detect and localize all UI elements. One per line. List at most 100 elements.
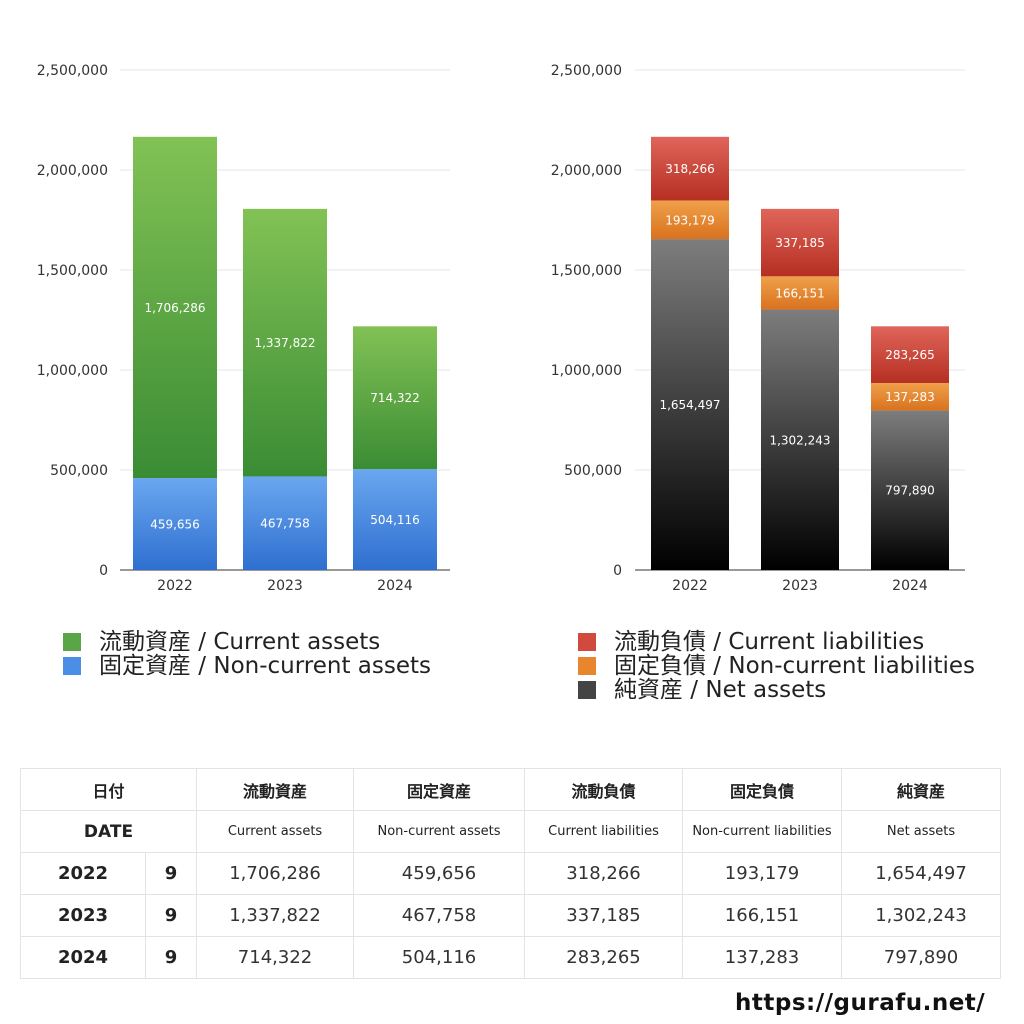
row-month: 9: [144, 894, 198, 937]
bar-segment: [871, 326, 949, 383]
y-tick-label: 2,000,000: [551, 163, 622, 179]
cell-non-current-liabilities: 193,179: [682, 852, 843, 895]
data-label: 337,185: [775, 236, 825, 250]
row-month: 9: [144, 852, 198, 895]
table-header-row-jp: 日付 流動資産 固定資産 流動負債 固定負債 純資産: [19, 768, 1002, 811]
data-label: 166,151: [775, 286, 825, 300]
header-non-current-liabilities-en: Non-current liabilities: [682, 810, 843, 853]
header-current-liabilities-jp: 流動負債: [524, 768, 684, 811]
header-current-liabilities-en: Current liabilities: [524, 810, 684, 853]
cell-non-current-assets: 459,656: [353, 852, 526, 895]
bar-segment: [651, 136, 729, 201]
header-date-jp: 日付: [19, 768, 198, 811]
x-tick-label: 2022: [157, 578, 193, 594]
data-label: 1,337,822: [254, 336, 315, 350]
cell-non-current-assets: 467,758: [353, 894, 526, 937]
header-net-assets-jp: 純資産: [841, 768, 1002, 811]
legend-swatch: [63, 633, 81, 651]
legend-assets: 流動資産 / Current assets 固定資産 / Non-current…: [63, 630, 431, 678]
y-tick-label: 1,500,000: [551, 263, 622, 279]
y-tick-label: 500,000: [50, 463, 108, 479]
cell-non-current-assets: 504,116: [353, 936, 526, 979]
cell-net-assets: 1,654,497: [841, 852, 1002, 895]
table-row: 2023 9 1,337,822 467,758 337,185 166,151…: [20, 894, 1002, 937]
header-current-assets-en: Current assets: [196, 810, 355, 853]
bar-segment: [133, 136, 217, 479]
legend-item-net-assets: 純資産 / Net assets: [578, 678, 975, 702]
header-non-current-assets-en: Non-current assets: [353, 810, 526, 853]
header-net-assets-en: Net assets: [841, 810, 1002, 853]
bar-segment: [651, 239, 729, 571]
header-current-assets-jp: 流動資産: [196, 768, 355, 811]
y-tick-label: 2,500,000: [551, 63, 622, 79]
y-tick-label: 500,000: [564, 463, 622, 479]
bar-segment: [353, 469, 437, 570]
cell-current-liabilities: 337,185: [524, 894, 684, 937]
cell-net-assets: 1,302,243: [841, 894, 1002, 937]
legend-liabilities: 流動負債 / Current liabilities 固定負債 / Non-cu…: [578, 630, 975, 702]
y-tick-label: 1,000,000: [37, 363, 108, 379]
cell-current-assets: 1,706,286: [196, 852, 355, 895]
legend-label: 固定負債 / Non-current liabilities: [614, 653, 975, 679]
header-non-current-liabilities-jp: 固定負債: [682, 768, 843, 811]
cell-net-assets: 797,890: [841, 936, 1002, 979]
legend-swatch: [578, 633, 596, 651]
cell-current-liabilities: 283,265: [524, 936, 684, 979]
data-label: 193,179: [665, 213, 715, 227]
y-tick-label: 1,000,000: [551, 363, 622, 379]
header-date-en: DATE: [19, 810, 198, 853]
data-label: 1,302,243: [769, 433, 830, 447]
bar-segment: [651, 200, 729, 240]
table-row: 2022 9 1,706,286 459,656 318,266 193,179…: [20, 852, 1002, 895]
data-label: 467,758: [260, 517, 310, 531]
bar-segment: [871, 410, 949, 570]
table-row: 2024 9 714,322 504,116 283,265 137,283 7…: [20, 936, 1002, 979]
data-label: 714,322: [370, 391, 420, 405]
row-year: 2023: [20, 894, 146, 937]
legend-label: 流動負債 / Current liabilities: [614, 629, 925, 655]
bar-segment: [243, 476, 327, 570]
cell-current-liabilities: 318,266: [524, 852, 684, 895]
bar-segment: [761, 208, 839, 277]
bar-segment: [133, 478, 217, 570]
financial-table: 日付 流動資産 固定資産 流動負債 固定負債 純資産 DATE Current …: [19, 768, 1002, 979]
bar-segment: [761, 309, 839, 570]
charts-canvas: 0 500,000 1,000,000 1,500,000 2,000,000 2,500…: [37, 63, 965, 594]
legend-label: 固定資産 / Non-current assets: [99, 653, 432, 679]
bar-segment: [243, 208, 327, 477]
legend-item-current-assets: 流動資産 / Current assets: [63, 630, 431, 654]
x-tick-label: 2024: [377, 578, 413, 594]
cell-non-current-liabilities: 137,283: [682, 936, 843, 979]
bar-segment: [353, 326, 437, 470]
x-tick-label: 2023: [782, 578, 818, 594]
y-tick-label: 2,000,000: [37, 163, 108, 179]
assets-chart: 0 500,000 1,000,000 1,500,000 2,000,000 2,500…: [37, 63, 450, 594]
cell-current-assets: 1,337,822: [196, 894, 355, 937]
data-label: 137,283: [885, 390, 935, 404]
liabilities-chart: 0 500,000 1,000,000 1,500,000 2,000,000 2,500…: [551, 63, 965, 594]
data-label: 797,890: [885, 484, 935, 498]
data-label: 1,706,286: [144, 301, 205, 315]
x-tick-label: 2022: [672, 578, 708, 594]
data-label: 504,116: [370, 513, 420, 527]
legend-item-non-current-liabilities: 固定負債 / Non-current liabilities: [578, 654, 975, 678]
cell-non-current-liabilities: 166,151: [682, 894, 843, 937]
data-label: 283,265: [885, 348, 935, 362]
y-tick-label: 0: [99, 563, 108, 579]
table-header-row-en: DATE Current assets Non-current assets C…: [19, 810, 1002, 853]
y-tick-label: 0: [613, 563, 622, 579]
site-url: https://gurafu.net/: [735, 990, 986, 1016]
legend-item-current-liabilities: 流動負債 / Current liabilities: [578, 630, 975, 654]
legend-swatch: [578, 681, 596, 699]
bar-segment: [761, 276, 839, 310]
y-tick-label: 2,500,000: [37, 63, 108, 79]
legend-swatch: [63, 657, 81, 675]
legend-label: 流動資産 / Current assets: [99, 629, 381, 655]
y-tick-label: 1,500,000: [37, 263, 108, 279]
data-label: 318,266: [665, 162, 715, 176]
x-tick-label: 2024: [892, 578, 928, 594]
row-month: 9: [144, 936, 198, 979]
legend-item-non-current-assets: 固定資産 / Non-current assets: [63, 654, 431, 678]
legend-swatch: [578, 657, 596, 675]
data-label: 1,654,497: [659, 398, 720, 412]
